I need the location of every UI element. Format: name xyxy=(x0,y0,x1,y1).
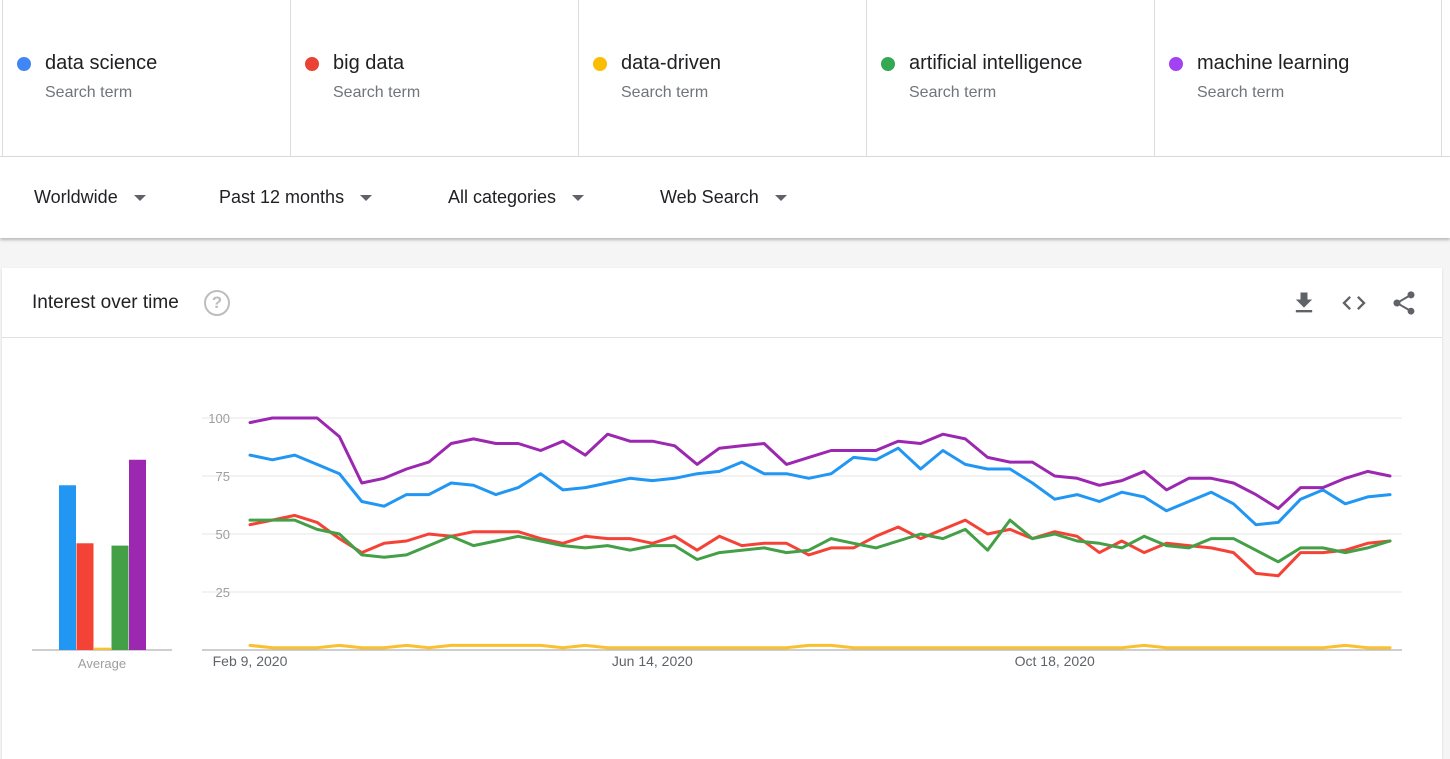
caret-down-icon xyxy=(572,194,585,201)
average-bar xyxy=(111,545,129,650)
series-line xyxy=(248,416,1392,510)
x-tick-label: Jun 14, 2020 xyxy=(612,653,693,669)
series-line xyxy=(248,513,1392,578)
category-label: All categories xyxy=(448,187,557,207)
embed-code-icon[interactable] xyxy=(1340,289,1368,317)
interest-over-time-card: Interest over time ? Average 100 75 50 25 F… xyxy=(2,268,1442,759)
series-line xyxy=(248,643,1392,650)
term-type-label: Search term xyxy=(909,84,997,101)
chart-gridlines xyxy=(202,417,1402,651)
series-color-dot xyxy=(17,57,31,71)
term-name: artificial intelligence xyxy=(909,52,1083,74)
caret-down-icon xyxy=(133,194,146,201)
help-circle-icon[interactable]: ? xyxy=(204,290,230,316)
average-bar xyxy=(129,459,146,650)
x-tick-label: Oct 18, 2020 xyxy=(1015,653,1095,669)
caret-down-icon xyxy=(360,194,373,201)
y-tick-label: 100 xyxy=(208,411,230,426)
y-tick-label: 25 xyxy=(216,585,230,600)
y-axis-ticks: 100 75 50 25 xyxy=(208,411,230,600)
term-type-label: Search term xyxy=(45,84,133,101)
x-axis-ticks: Feb 9, 2020 Jun 14, 2020 Oct 18, 2020 xyxy=(213,653,1095,669)
download-icon[interactable] xyxy=(1290,289,1318,317)
chart-lines xyxy=(248,416,1392,650)
term-name: data science xyxy=(45,52,158,74)
term-name: data-driven xyxy=(621,52,722,74)
term-type-label: Search term xyxy=(1197,84,1285,101)
term-card-big-data[interactable]: big data Search term xyxy=(290,0,578,156)
card-header: Interest over time ? xyxy=(2,268,1442,338)
term-card-artificial-intelligence[interactable]: artificial intelligence Search term xyxy=(866,0,1154,156)
caret-down-icon xyxy=(774,194,787,201)
series-line xyxy=(248,518,1392,564)
series-color-dot xyxy=(305,57,319,71)
term-card-data-driven[interactable]: data-driven Search term xyxy=(578,0,866,156)
term-card-data-science[interactable]: data science Search term xyxy=(2,0,290,156)
series-color-dot xyxy=(1169,57,1183,71)
region-dropdown[interactable]: Worldwide xyxy=(34,187,146,208)
term-name: machine learning xyxy=(1197,52,1350,74)
search-type-label: Web Search xyxy=(660,187,759,207)
share-icon[interactable] xyxy=(1390,289,1418,317)
y-tick-label: 75 xyxy=(216,469,230,484)
term-type-label: Search term xyxy=(621,84,709,101)
search-type-dropdown[interactable]: Web Search xyxy=(660,187,787,208)
term-card-machine-learning[interactable]: machine learning Search term xyxy=(1154,0,1442,156)
time-range-dropdown[interactable]: Past 12 months xyxy=(219,187,373,208)
interest-chart: Average 100 75 50 25 Feb 9, 2020 Jun 14, 202… xyxy=(32,411,1402,671)
series-color-dot xyxy=(881,57,895,71)
average-bar xyxy=(94,647,111,650)
average-label: Average xyxy=(78,656,126,671)
average-bar xyxy=(59,485,76,650)
average-bar xyxy=(76,543,94,650)
region-label: Worldwide xyxy=(34,187,118,207)
average-bar-chart: Average xyxy=(32,459,172,671)
term-name: big data xyxy=(333,52,405,74)
term-type-label: Search term xyxy=(333,84,421,101)
search-terms-bar: data science Search term big data Search… xyxy=(0,0,1450,157)
card-title: Interest over time xyxy=(32,292,179,313)
time-range-label: Past 12 months xyxy=(219,187,345,207)
category-dropdown[interactable]: All categories xyxy=(448,187,585,208)
x-tick-label: Feb 9, 2020 xyxy=(213,653,288,669)
y-tick-label: 50 xyxy=(216,527,230,542)
series-line xyxy=(248,446,1392,527)
filter-bar: Worldwide Past 12 months All categories … xyxy=(0,157,1450,238)
series-color-dot xyxy=(593,57,607,71)
